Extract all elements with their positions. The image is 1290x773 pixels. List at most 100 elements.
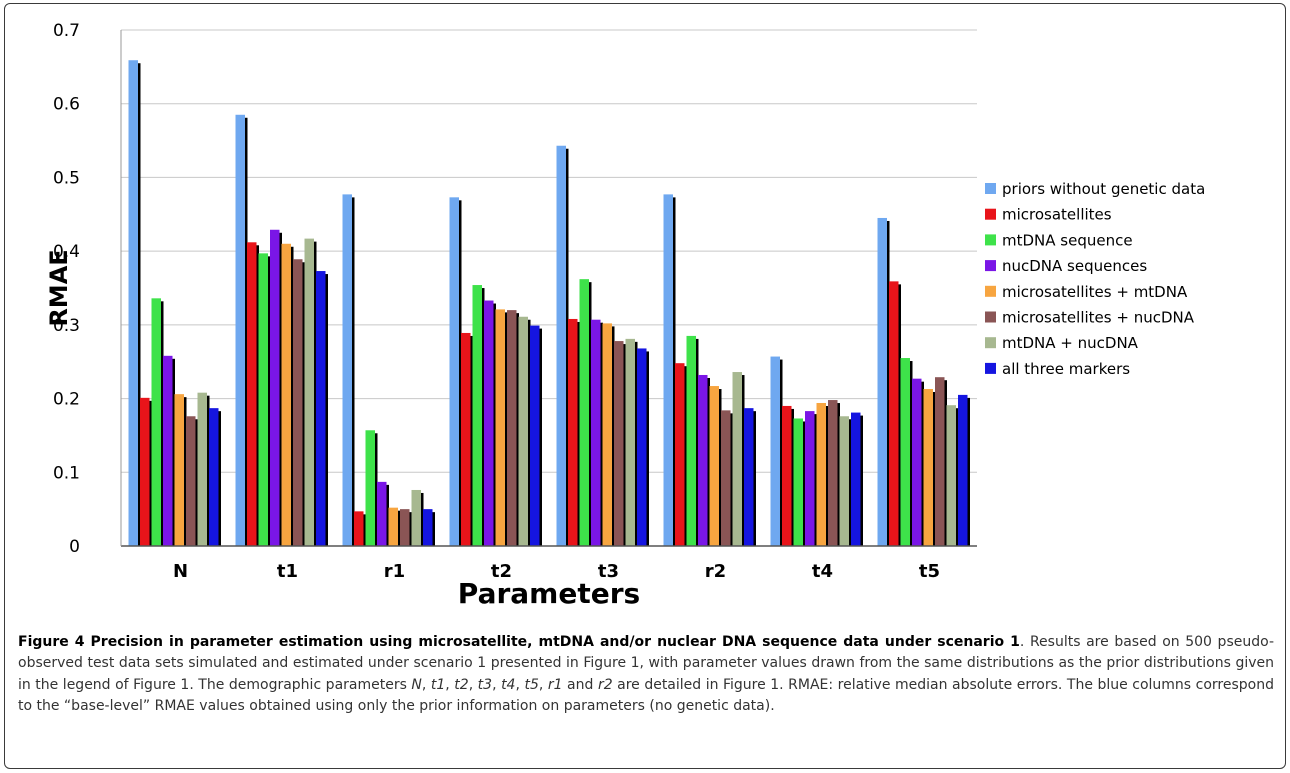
bar	[591, 319, 601, 546]
param-r2: r2	[597, 676, 613, 693]
bar-shadow	[409, 512, 412, 546]
bar	[793, 418, 803, 546]
bar	[816, 402, 826, 546]
bar-shadow	[363, 514, 366, 546]
figure-caption: Figure 4 Precision in parameter estimati…	[18, 632, 1274, 717]
bar	[449, 197, 459, 546]
y-tick-label: 0.3	[53, 316, 80, 336]
bar-shadow	[779, 359, 783, 546]
param-N: N	[411, 676, 422, 693]
bar	[614, 341, 624, 546]
bar-shadow	[921, 381, 924, 546]
bar-shadow	[256, 245, 259, 546]
caption-sep: ,	[468, 676, 478, 693]
bar-shadow	[695, 338, 699, 546]
bar-shadow	[149, 400, 152, 546]
bar	[770, 356, 780, 546]
bar	[270, 229, 280, 546]
bar	[461, 332, 471, 546]
bar	[900, 358, 910, 546]
bar-shadow	[386, 484, 389, 546]
bar	[675, 363, 685, 546]
bar	[518, 316, 528, 546]
bar	[958, 394, 968, 546]
legend-swatch	[985, 234, 996, 246]
bar-shadow	[932, 391, 936, 546]
bar-shadow	[600, 322, 603, 546]
bar-shadow	[791, 408, 794, 546]
bar	[304, 238, 314, 546]
bar-shadow	[623, 344, 626, 546]
bar-shadow	[137, 63, 141, 546]
legend-label: mtDNA sequence	[1002, 231, 1133, 249]
legend-swatch	[985, 311, 996, 323]
param-t1: t1	[430, 676, 446, 693]
bar	[495, 309, 505, 546]
y-tick-label: 0	[69, 537, 80, 557]
bar	[637, 348, 647, 546]
bar-shadow	[741, 375, 745, 546]
bar	[354, 511, 364, 546]
bar-shadow	[493, 303, 496, 546]
x-axis-title: Parameters	[458, 577, 640, 610]
bar-shadow	[955, 408, 959, 546]
bar	[709, 386, 719, 546]
bar	[484, 300, 494, 546]
bar-shadow	[611, 326, 615, 546]
bar-shadow	[267, 256, 271, 546]
y-axis-title: RMAE	[45, 249, 73, 326]
x-tick-label: t1	[277, 561, 298, 582]
legend-swatch	[985, 208, 996, 220]
bar	[411, 489, 421, 546]
bar-shadow	[183, 397, 187, 546]
caption-sep: and	[562, 676, 598, 693]
bar-shadow	[244, 117, 248, 547]
bar	[782, 405, 792, 546]
bar	[186, 416, 196, 546]
bar-shadow	[290, 246, 294, 546]
caption-sep: ,	[445, 676, 455, 693]
bar	[663, 194, 673, 546]
caption-sep: ,	[515, 676, 525, 693]
bar-shadow	[577, 321, 580, 546]
bar	[293, 259, 303, 546]
bar	[568, 318, 578, 546]
y-tick-label: 0.1	[53, 463, 80, 483]
bar-shadow	[886, 220, 890, 546]
bar-shadow	[160, 301, 164, 546]
bar	[923, 388, 933, 546]
y-tick-labels: 0 0.1 0.2 0.3 0.4 0.5 0.6 0.7	[53, 21, 80, 557]
bar-shadow	[313, 241, 317, 546]
bar-shadow	[848, 419, 852, 546]
bars	[128, 60, 970, 547]
bar-shadow	[753, 411, 756, 546]
bar	[342, 194, 352, 546]
caption-text-2: are detailed in Figure 1. RMAE: relative…	[18, 676, 1274, 714]
legend-label: microsatellites + nucDNA	[1002, 309, 1195, 327]
bar-shadow	[527, 319, 531, 546]
y-tick-label: 0.2	[53, 390, 80, 410]
legend: priors without genetic data microsatellit…	[985, 180, 1205, 378]
bar	[258, 253, 268, 546]
bar-shadow	[634, 341, 638, 546]
y-tick-label: 0.6	[53, 95, 80, 115]
legend-swatch	[985, 285, 996, 297]
bar-shadow	[195, 419, 198, 546]
param-t4: t4	[501, 676, 516, 693]
bar	[281, 243, 291, 546]
bar-shadow	[539, 328, 542, 546]
bar-shadow	[481, 288, 485, 546]
bar-shadow	[707, 377, 710, 546]
legend-label: priors without genetic data	[1002, 180, 1205, 198]
bar-shadow	[325, 274, 328, 546]
figure-frame	[4, 3, 1286, 769]
legend-swatch	[985, 337, 996, 349]
bar-shadow	[420, 492, 424, 546]
bar-shadow	[588, 282, 592, 546]
bar	[235, 114, 245, 547]
legend-label: mtDNA + nucDNA	[1002, 334, 1139, 352]
bar-shadow	[458, 200, 462, 546]
bar	[209, 408, 219, 546]
bar	[197, 392, 207, 546]
legend-swatch	[985, 362, 996, 374]
